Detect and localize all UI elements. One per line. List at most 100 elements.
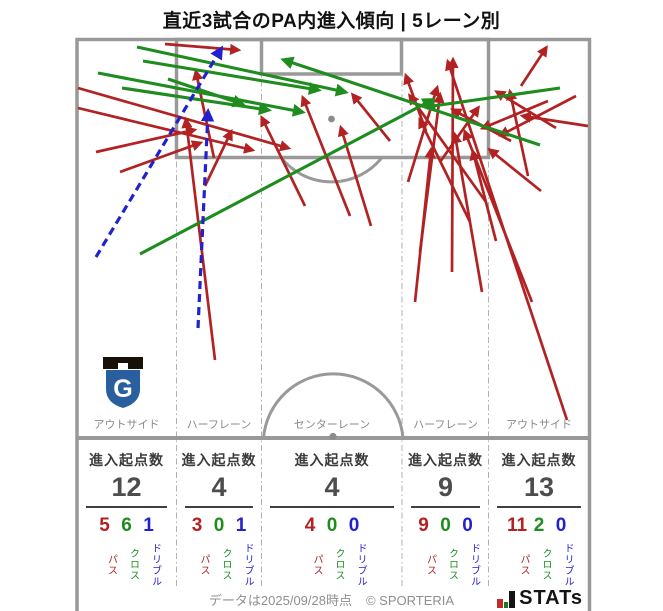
footer-note: データは2025/09/28時点 © SPORTERIA: [0, 590, 663, 609]
dribble-label: ドリブル: [149, 542, 161, 587]
dribble-label: ドリブル: [562, 542, 573, 587]
entry-arrow-pass: [447, 56, 459, 273]
pass-label: パス: [311, 553, 322, 576]
cross-label: クロス: [540, 548, 551, 582]
origin-count: 4: [324, 472, 340, 502]
entry-arrow-cross: [422, 86, 561, 113]
chart-title: 直近3試合のPA内進入傾向 | 5レーン別: [162, 11, 501, 32]
gamba-osaka-crest-icon: G: [103, 357, 143, 408]
stats-logo-text: STATs: [519, 587, 583, 609]
divider: [497, 505, 581, 508]
entry-arrow-pass: [260, 114, 307, 207]
cross-count: 6: [121, 514, 132, 536]
lane-label-outside-left: アウトサイド: [93, 419, 160, 431]
entry-arrow-pass: [469, 148, 498, 242]
entry-arrow-pass: [438, 105, 480, 163]
divider: [86, 505, 167, 508]
stat-header: 進入起点数: [89, 452, 164, 468]
entry-arrow-pass: [497, 94, 577, 137]
entry-arrow-cross: [136, 45, 349, 97]
penalty-spot: [328, 115, 335, 123]
entry-arrow-dribble: [94, 45, 224, 258]
stat-category-labels: パス クロス ドリブル: [177, 539, 261, 591]
lane-label-half-left: ハーフレーン: [186, 419, 252, 431]
divider: [411, 505, 480, 508]
copyright: © SPORTERIA: [365, 593, 455, 608]
origin-count: 13: [523, 472, 555, 502]
entry-arrow-pass: [337, 124, 373, 227]
stat-header: 進入起点数: [501, 452, 577, 468]
cross-count: 2: [533, 514, 545, 536]
divider: [270, 505, 394, 508]
stat-values: 9 0 0: [403, 515, 488, 537]
stat-values: 11 2 0: [489, 515, 589, 537]
entry-arrow-pass: [77, 86, 292, 152]
goal-area: [259, 37, 404, 76]
pass-count: 11: [506, 514, 528, 536]
entry-arrow-pass: [181, 116, 217, 361]
cross-label: クロス: [127, 548, 139, 582]
dribble-count: 1: [143, 514, 154, 536]
entry-arrow-pass: [418, 116, 472, 223]
cross-label: クロス: [333, 548, 344, 582]
stat-header: 進入起点数: [181, 452, 257, 468]
pass-label: パス: [518, 553, 529, 576]
origin-count: 4: [211, 472, 227, 502]
entry-arrow-pass: [445, 58, 569, 421]
dribble-count: 0: [555, 514, 567, 536]
lane-stats-column-5: 進入起点数 13 11 2 0 パス クロス ドリブル: [489, 450, 589, 591]
center-spot: [329, 432, 337, 441]
dribble-label: ドリブル: [355, 542, 366, 587]
lane-stats-column-1: 進入起点数 12 5 6 1 パス クロス ドリブル: [78, 450, 175, 591]
entry-arrow-pass: [519, 45, 548, 87]
pass-label: パス: [198, 553, 209, 576]
lane-stats-column-3: 進入起点数 4 4 0 0 パス クロス ドリブル: [262, 450, 402, 591]
stat-category-labels: パス クロス ドリブル: [489, 539, 589, 591]
entry-arrow-dribble: [196, 107, 215, 329]
dribble-count: 1: [235, 514, 247, 536]
stat-category-labels: パス クロス ドリブル: [78, 539, 175, 591]
entry-arrow-pass: [406, 84, 441, 183]
entry-arrow-pass: [449, 108, 512, 143]
entry-arrows-layer: [77, 42, 589, 421]
entry-arrow-pass: [413, 146, 436, 303]
pass-count: 9: [418, 514, 429, 536]
lane-label-half-right: ハーフレーン: [413, 419, 478, 431]
cross-label: クロス: [220, 548, 231, 582]
origin-count: 12: [111, 472, 142, 502]
stat-header: 進入起点数: [294, 452, 370, 468]
entry-arrow-pass: [164, 42, 242, 56]
pass-label: パス: [105, 553, 117, 576]
lane-label-outside-right: アウトサイド: [506, 419, 572, 431]
pass-label: パス: [424, 553, 436, 576]
entry-arrow-cross: [121, 86, 272, 116]
pass-count: 3: [191, 514, 203, 536]
entry-arrow-cross: [97, 71, 306, 117]
pass-count: 5: [99, 514, 110, 536]
cross-count: 0: [326, 514, 338, 536]
entry-arrow-pass: [494, 90, 557, 130]
dribble-label: ドリブル: [242, 542, 253, 587]
stats-logo: STATs: [491, 588, 583, 608]
penalty-area: [174, 37, 491, 160]
entry-arrow-pass: [487, 147, 542, 193]
entry-arrow-pass: [462, 128, 534, 303]
stat-values: 4 0 0: [262, 515, 402, 537]
entry-arrow-pass: [77, 106, 256, 154]
stat-values: 3 0 1: [177, 515, 261, 537]
cross-label: クロス: [446, 548, 458, 582]
penalty-arc: [279, 156, 384, 184]
cross-count: 0: [440, 514, 451, 536]
entry-arrow-pass: [519, 111, 589, 128]
pass-count: 4: [304, 514, 316, 536]
entry-arrow-pass: [95, 126, 198, 154]
entry-arrow-cross: [139, 98, 436, 256]
entry-arrow-pass: [300, 94, 352, 217]
entry-arrow-pass: [119, 140, 204, 174]
entry-arrow-pass: [350, 92, 392, 142]
svg-text:G: G: [113, 375, 132, 403]
cross-count: 0: [213, 514, 225, 536]
entry-arrow-cross: [167, 77, 246, 108]
stat-values: 5 6 1: [78, 515, 175, 537]
